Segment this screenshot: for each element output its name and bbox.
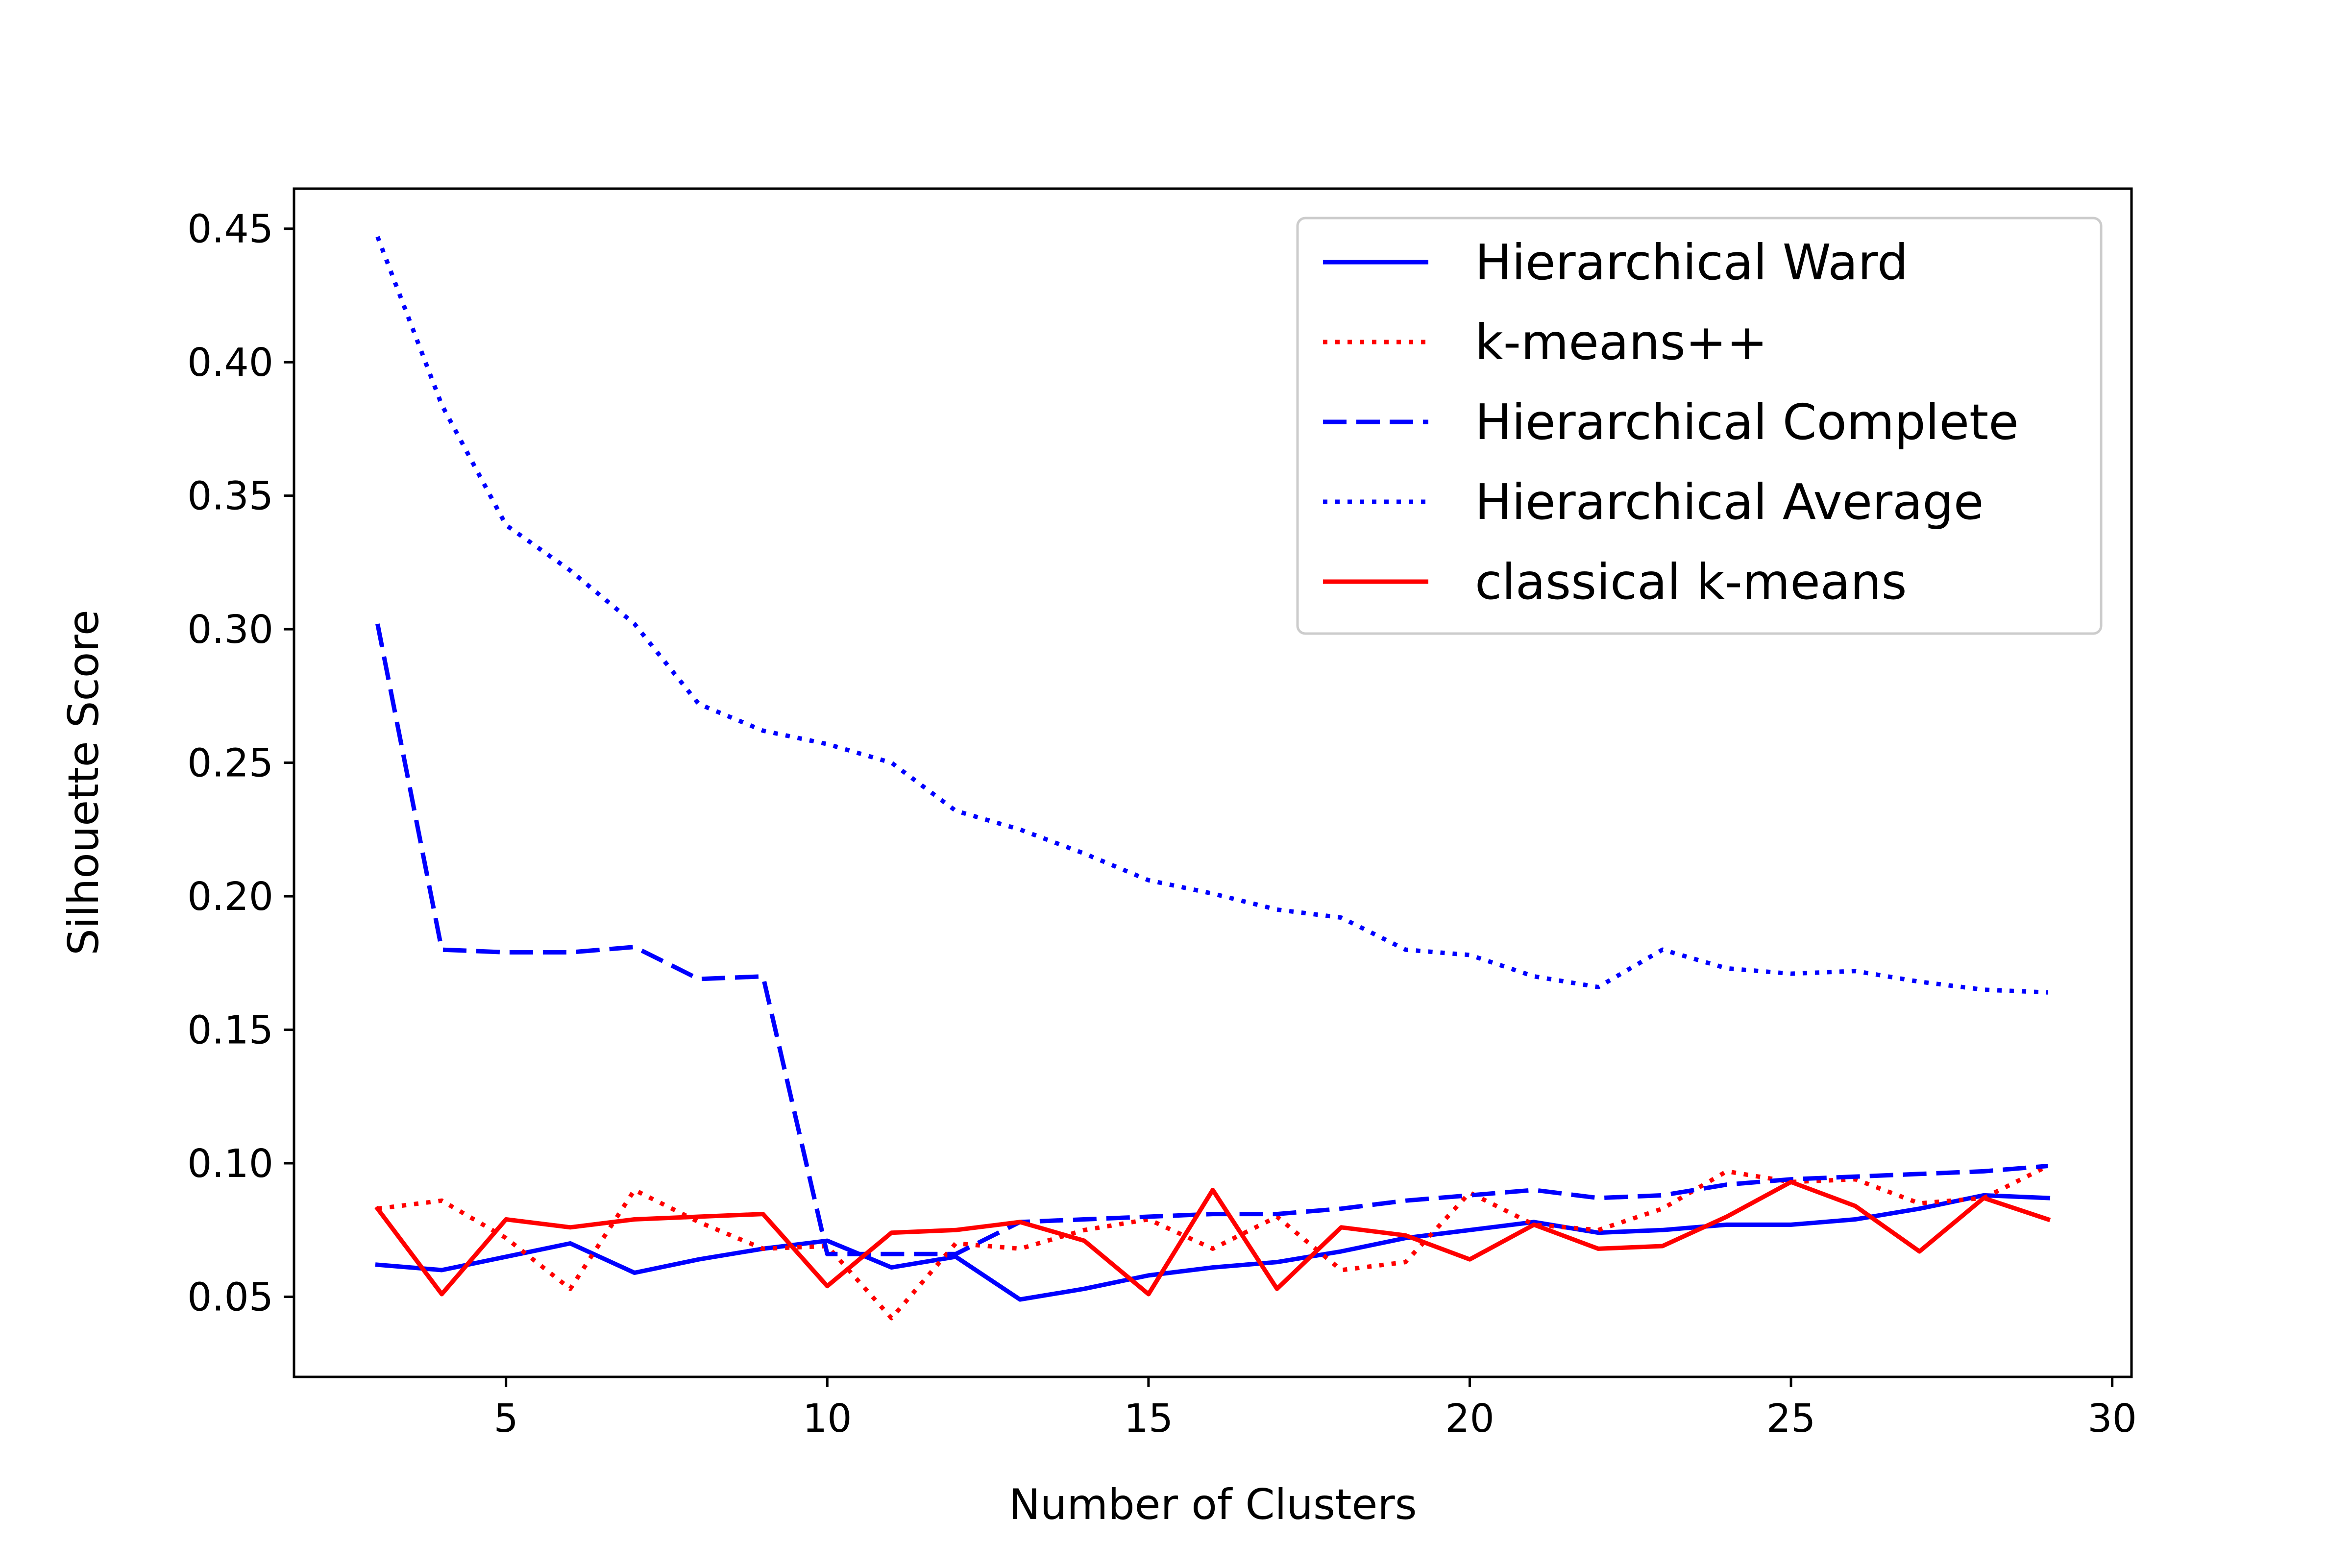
legend-label: Hierarchical Ward [1475, 234, 1908, 291]
y-tick-label: 0.25 [187, 741, 273, 786]
plot-frame [293, 187, 2133, 1378]
series-line-hierarchical-ward [375, 1193, 2051, 1302]
series-line-hierarchical-average [375, 236, 2048, 995]
legend-label: Hierarchical Average [1475, 473, 1984, 531]
series-line-hierarchical-complete [375, 623, 2048, 1256]
x-tick-label: 25 [1766, 1396, 1816, 1441]
y-tick-label: 0.20 [187, 874, 273, 919]
legend-box [1296, 217, 2103, 635]
legend: Hierarchical Ward k-means++ Hierarchical C… [1296, 217, 2103, 635]
legend-entries: Hierarchical Ward k-means++ Hierarchical C… [1323, 234, 2019, 611]
y-tick-label: 0.05 [187, 1275, 273, 1320]
y-tick-label: 0.30 [187, 607, 273, 652]
series-line-k-means [377, 1164, 2049, 1321]
x-tick-label: 20 [1445, 1396, 1494, 1441]
series-layer [374, 236, 2051, 1321]
legend-label: k-means++ [1475, 314, 1767, 371]
y-tick-label: 0.10 [187, 1141, 273, 1186]
y-tick-label: 0.45 [187, 207, 273, 252]
x-tick-label: 10 [803, 1396, 852, 1441]
y-tick-label: 0.40 [187, 340, 273, 385]
legend-label: Hierarchical Complete [1475, 393, 2019, 451]
x-tick-label: 15 [1124, 1396, 1174, 1441]
x-tick-label: 5 [494, 1396, 518, 1441]
y-axis-label: Silhouette Score [59, 610, 108, 955]
x-axis: 5 10 15 20 25 30 [494, 1377, 2137, 1441]
y-axis: 0.05 0.10 0.15 0.20 0.25 0.30 0.35 0.40 0.45 [187, 207, 294, 1320]
legend-label: classical k-means [1475, 553, 1907, 611]
y-tick-label: 0.35 [187, 474, 273, 519]
x-axis-label: Number of Clusters [1008, 1480, 1417, 1529]
y-tick-label: 0.15 [187, 1008, 273, 1053]
x-tick-label: 30 [2087, 1396, 2137, 1441]
series-line-classical-k-means [374, 1179, 2051, 1297]
